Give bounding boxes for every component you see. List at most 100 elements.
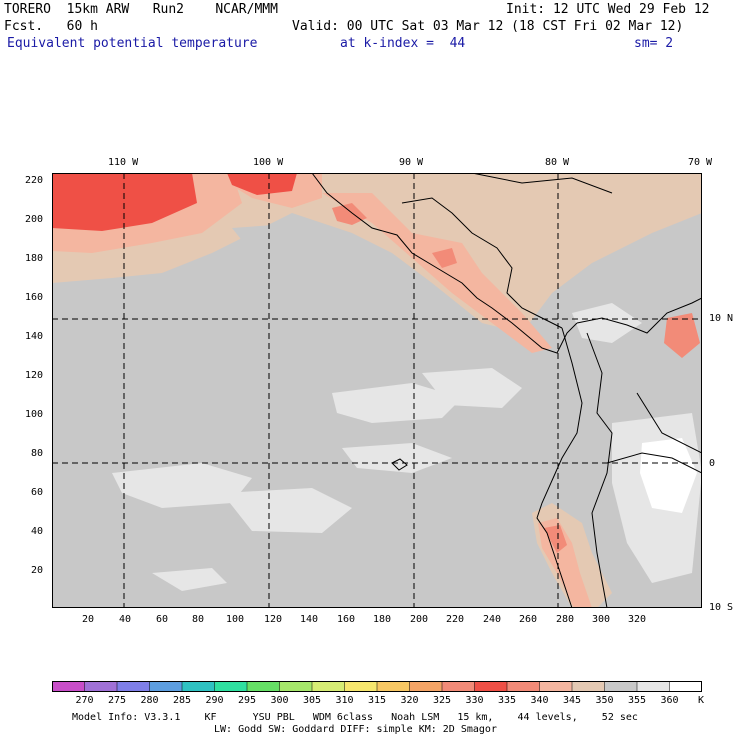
y-tick: 40 xyxy=(31,526,44,537)
coast-cuba xyxy=(471,173,613,194)
light-gray-patch xyxy=(342,443,452,473)
colorbar-label: 290 xyxy=(205,695,224,706)
y-tick: 100 xyxy=(25,409,44,420)
colorbar-label: 275 xyxy=(108,695,127,706)
x-tick: 140 xyxy=(300,614,319,625)
colorbar-cell xyxy=(214,681,248,692)
y-tick: 60 xyxy=(31,487,44,498)
colorbar-cell xyxy=(474,681,508,692)
colorbar-cell xyxy=(441,681,476,692)
lon-label-90w: 90 W xyxy=(399,157,424,168)
model-title: TORERO 15km ARW Run2 NCAR/MMM xyxy=(4,2,278,17)
x-tick: 120 xyxy=(264,614,283,625)
salmon-patch-honduras xyxy=(432,248,457,268)
coast-mexico-central-america xyxy=(311,173,578,354)
colorbar-label: 320 xyxy=(400,695,419,706)
colorbar-frame xyxy=(52,681,702,692)
y-tick: 20 xyxy=(31,565,44,576)
x-tick: 220 xyxy=(446,614,465,625)
colorbar-cell xyxy=(149,681,183,692)
light-gray-patch xyxy=(152,568,227,591)
colorbar-cell xyxy=(52,681,86,692)
colorbar-label: 315 xyxy=(368,695,387,706)
colorbar-label: 325 xyxy=(433,695,452,706)
field-name: Equivalent potential temperature xyxy=(7,36,258,51)
y-tick: 160 xyxy=(25,292,44,303)
y-tick: 80 xyxy=(31,448,44,459)
colorbar-label: 305 xyxy=(303,695,322,706)
lon-label-100w: 100 W xyxy=(253,157,284,168)
physics-info: LW: Godd SW: Goddard DIFF: simple KM: 2D… xyxy=(214,724,497,735)
colorbar-cell xyxy=(539,681,573,692)
colorbar-label: 295 xyxy=(238,695,257,706)
lon-label-110w: 110 W xyxy=(108,157,139,168)
coast-south-america-north xyxy=(576,297,702,334)
colorbar-label: 330 xyxy=(465,695,484,706)
colorbar-cell xyxy=(279,681,313,692)
colorbar-label: 345 xyxy=(563,695,582,706)
light-gray-patch xyxy=(422,368,522,408)
coast-south-america-west xyxy=(536,327,583,608)
x-tick: 40 xyxy=(119,614,132,625)
salmon-region-peru xyxy=(544,525,567,553)
colorbar-label: 340 xyxy=(530,695,549,706)
light-gray-patch xyxy=(112,463,252,508)
colorbar-label: 285 xyxy=(173,695,192,706)
colorbar-label: 300 xyxy=(270,695,289,706)
graticule xyxy=(52,173,702,608)
colorbar-cell xyxy=(246,681,281,692)
lat-label-10s: 10 S xyxy=(709,602,734,613)
x-tick: 20 xyxy=(82,614,95,625)
y-tick: 220 xyxy=(25,175,44,186)
lon-label-70w: 70 W xyxy=(688,157,713,168)
colorbar-label: 350 xyxy=(595,695,614,706)
border-interior xyxy=(636,392,702,454)
colorbar-cell xyxy=(181,681,216,692)
x-tick: 280 xyxy=(556,614,575,625)
light-gray-patch xyxy=(222,488,352,533)
valid-time: Valid: 00 UTC Sat 03 Mar 12 (18 CST Fri … xyxy=(292,19,684,34)
x-tick: 160 xyxy=(337,614,356,625)
map-panel xyxy=(52,173,702,608)
coastlines xyxy=(311,173,702,608)
x-tick: 200 xyxy=(410,614,429,625)
x-tick: 320 xyxy=(628,614,647,625)
x-tick: 60 xyxy=(156,614,169,625)
colorbar-cell xyxy=(669,681,702,692)
y-tick: 120 xyxy=(25,370,44,381)
light-gray-patch xyxy=(332,383,462,423)
red-region-north xyxy=(227,173,297,195)
y-tick: 140 xyxy=(25,331,44,342)
colorbar-cell xyxy=(409,681,443,692)
k-index: at k-index = 44 xyxy=(340,36,466,51)
peach-region-central-america xyxy=(322,193,552,353)
lat-label-0: 0 xyxy=(709,458,716,469)
x-tick: 80 xyxy=(192,614,205,625)
light-gray-patch xyxy=(572,303,642,343)
colorbar-label: 310 xyxy=(335,695,354,706)
y-tick: 200 xyxy=(25,214,44,225)
lat-label-10n: 10 N xyxy=(709,313,734,324)
x-tick: 260 xyxy=(519,614,538,625)
red-region-northwest xyxy=(52,173,197,231)
colorbar-label: 335 xyxy=(498,695,517,706)
colorbar-cell xyxy=(506,681,541,692)
colorbar-cell xyxy=(311,681,346,692)
colorbar-cell xyxy=(344,681,378,692)
colorbar-cell xyxy=(376,681,411,692)
colorbar-cell xyxy=(636,681,671,692)
colorbar-cell xyxy=(84,681,118,692)
colorbar-cell xyxy=(116,681,151,692)
forecast-hour: Fcst. 60 h xyxy=(4,19,98,34)
coast-caribbean-central-america xyxy=(401,197,563,329)
x-tick: 300 xyxy=(592,614,611,625)
smoothing: sm= 2 xyxy=(634,36,674,51)
x-tick: 240 xyxy=(483,614,502,625)
salmon-patch-gulf xyxy=(332,203,367,225)
colorbar-label: 360 xyxy=(660,695,679,706)
salmon-patch-caribbean xyxy=(664,313,700,358)
model-info: Model Info: V3.3.1 KF YSU PBL WDM 6class… xyxy=(72,712,638,723)
colorbar-label: 280 xyxy=(140,695,159,706)
colorbar-label: 355 xyxy=(628,695,647,706)
colorbar-cell xyxy=(571,681,606,692)
